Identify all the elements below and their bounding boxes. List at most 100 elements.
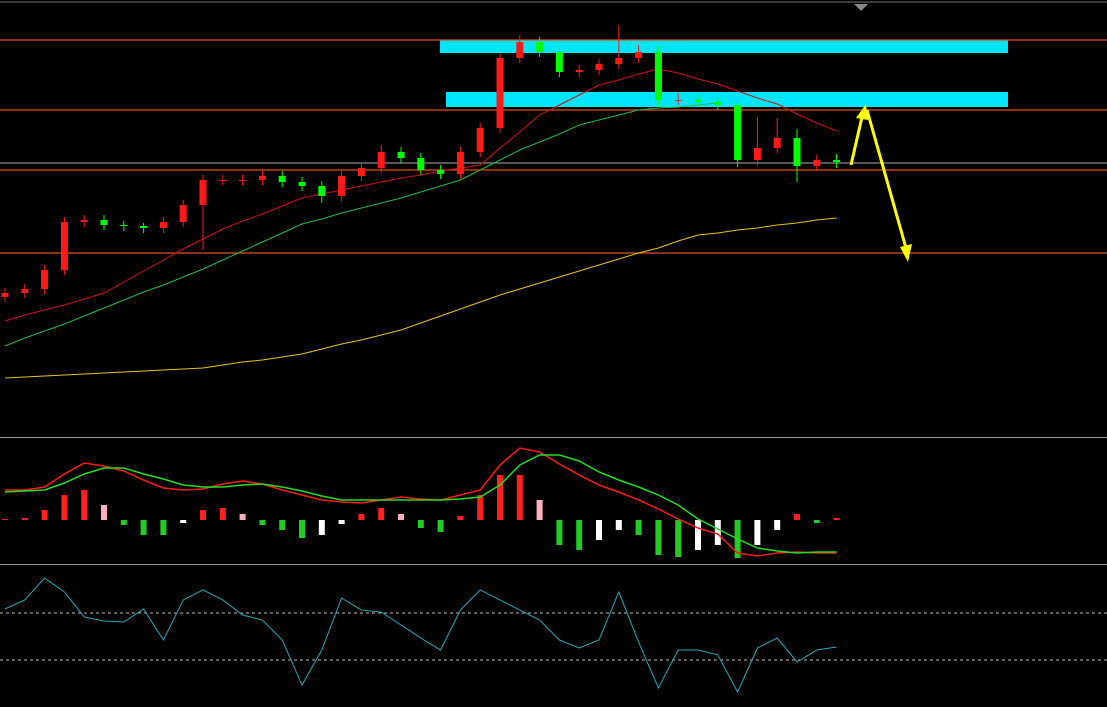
- histogram-bar: [774, 520, 781, 530]
- candle-body: [397, 152, 405, 158]
- oscillator-line: [4, 577, 837, 694]
- moving-average: [4, 102, 718, 347]
- candle-body: [41, 270, 49, 289]
- candle-body: [674, 100, 682, 101]
- candle-body: [753, 148, 761, 160]
- histogram-bar: [398, 514, 404, 520]
- histogram-bar: [635, 520, 642, 535]
- histogram-bar: [160, 520, 167, 535]
- forecast-arrows: [849, 104, 912, 262]
- candle-body: [516, 42, 524, 58]
- candle-body: [833, 160, 841, 162]
- candle-body: [120, 225, 128, 226]
- histogram-bar: [813, 520, 820, 523]
- zone: [446, 92, 1008, 107]
- histogram-bar: [497, 475, 503, 520]
- histogram-bar: [833, 518, 840, 520]
- candle-body: [694, 100, 702, 102]
- histogram-bar: [259, 520, 266, 525]
- arrow-up: [849, 116, 864, 166]
- histogram-bar: [61, 495, 68, 520]
- candle-body: [199, 180, 207, 205]
- histogram-bar: [437, 520, 444, 532]
- arrow-down: [865, 109, 908, 249]
- candle-body: [80, 220, 88, 222]
- histogram-bar: [101, 505, 107, 520]
- candle-body: [21, 289, 29, 293]
- candle-body: [714, 102, 722, 105]
- histogram-bar: [21, 518, 28, 520]
- moving-average: [4, 217, 837, 379]
- histogram-bar: [338, 520, 345, 524]
- macd-line: [5, 447, 837, 557]
- candle-body: [417, 158, 425, 170]
- histogram-bar: [576, 520, 583, 550]
- histogram-bar: [714, 520, 721, 545]
- candle-body: [140, 226, 148, 228]
- histogram-bar: [695, 520, 701, 550]
- arrow-head: [900, 244, 912, 262]
- candle-body: [476, 128, 484, 152]
- candle-body: [437, 170, 445, 174]
- candle-body: [555, 52, 563, 72]
- candle-body: [813, 160, 821, 166]
- histogram-bar: [318, 520, 325, 535]
- candle-body: [298, 182, 306, 186]
- histogram-bar: [358, 514, 365, 520]
- histogram-bar: [378, 508, 385, 520]
- candle-body: [100, 220, 108, 225]
- histogram-bar: [279, 520, 286, 530]
- histogram-bar: [754, 520, 761, 545]
- candle-body: [1, 293, 9, 297]
- candle-body: [318, 186, 326, 196]
- candle-body: [60, 222, 68, 270]
- candle-body: [635, 52, 643, 58]
- candle-body: [734, 105, 742, 160]
- histogram-bar: [596, 520, 602, 540]
- histogram-bar: [675, 520, 682, 557]
- candle-body: [179, 205, 187, 222]
- histogram-bar: [200, 510, 206, 520]
- histogram-bar: [794, 514, 800, 520]
- histogram-bar: [417, 520, 424, 528]
- histogram-bar: [81, 490, 88, 520]
- histogram-bar: [615, 520, 622, 530]
- candle-body: [377, 152, 385, 168]
- histogram-bar: [239, 514, 246, 520]
- candle-body: [793, 138, 801, 166]
- marks: [0, 25, 1107, 694]
- histogram-bar: [219, 508, 226, 520]
- histogram-bar: [655, 520, 662, 555]
- candle-body: [575, 70, 583, 72]
- candle-body: [456, 152, 464, 174]
- candle-body: [773, 138, 781, 148]
- histogram-bar: [457, 516, 464, 520]
- shift-marker: [854, 4, 868, 11]
- histogram-bar: [180, 520, 187, 523]
- histogram-bar: [516, 475, 523, 520]
- histogram-bar: [2, 519, 8, 520]
- histogram-bar: [477, 495, 484, 520]
- candle-body: [278, 176, 286, 182]
- histogram-bar: [536, 500, 543, 520]
- arrow-head: [856, 104, 868, 120]
- candle-body: [615, 58, 623, 64]
- candle-body: [536, 42, 544, 52]
- candle-body: [219, 180, 227, 181]
- candle-body: [338, 176, 346, 196]
- candle-body: [496, 58, 504, 128]
- histogram-bar: [41, 510, 48, 520]
- candle-body: [239, 180, 247, 181]
- histogram-bar: [556, 520, 563, 545]
- histogram-bar: [299, 520, 305, 538]
- candle-body: [258, 176, 266, 180]
- zone: [440, 40, 1008, 53]
- candle-body: [654, 52, 662, 100]
- candle-body: [159, 222, 167, 228]
- candle-body: [595, 64, 603, 70]
- candle-body: [357, 168, 365, 176]
- histogram-bar: [140, 520, 147, 535]
